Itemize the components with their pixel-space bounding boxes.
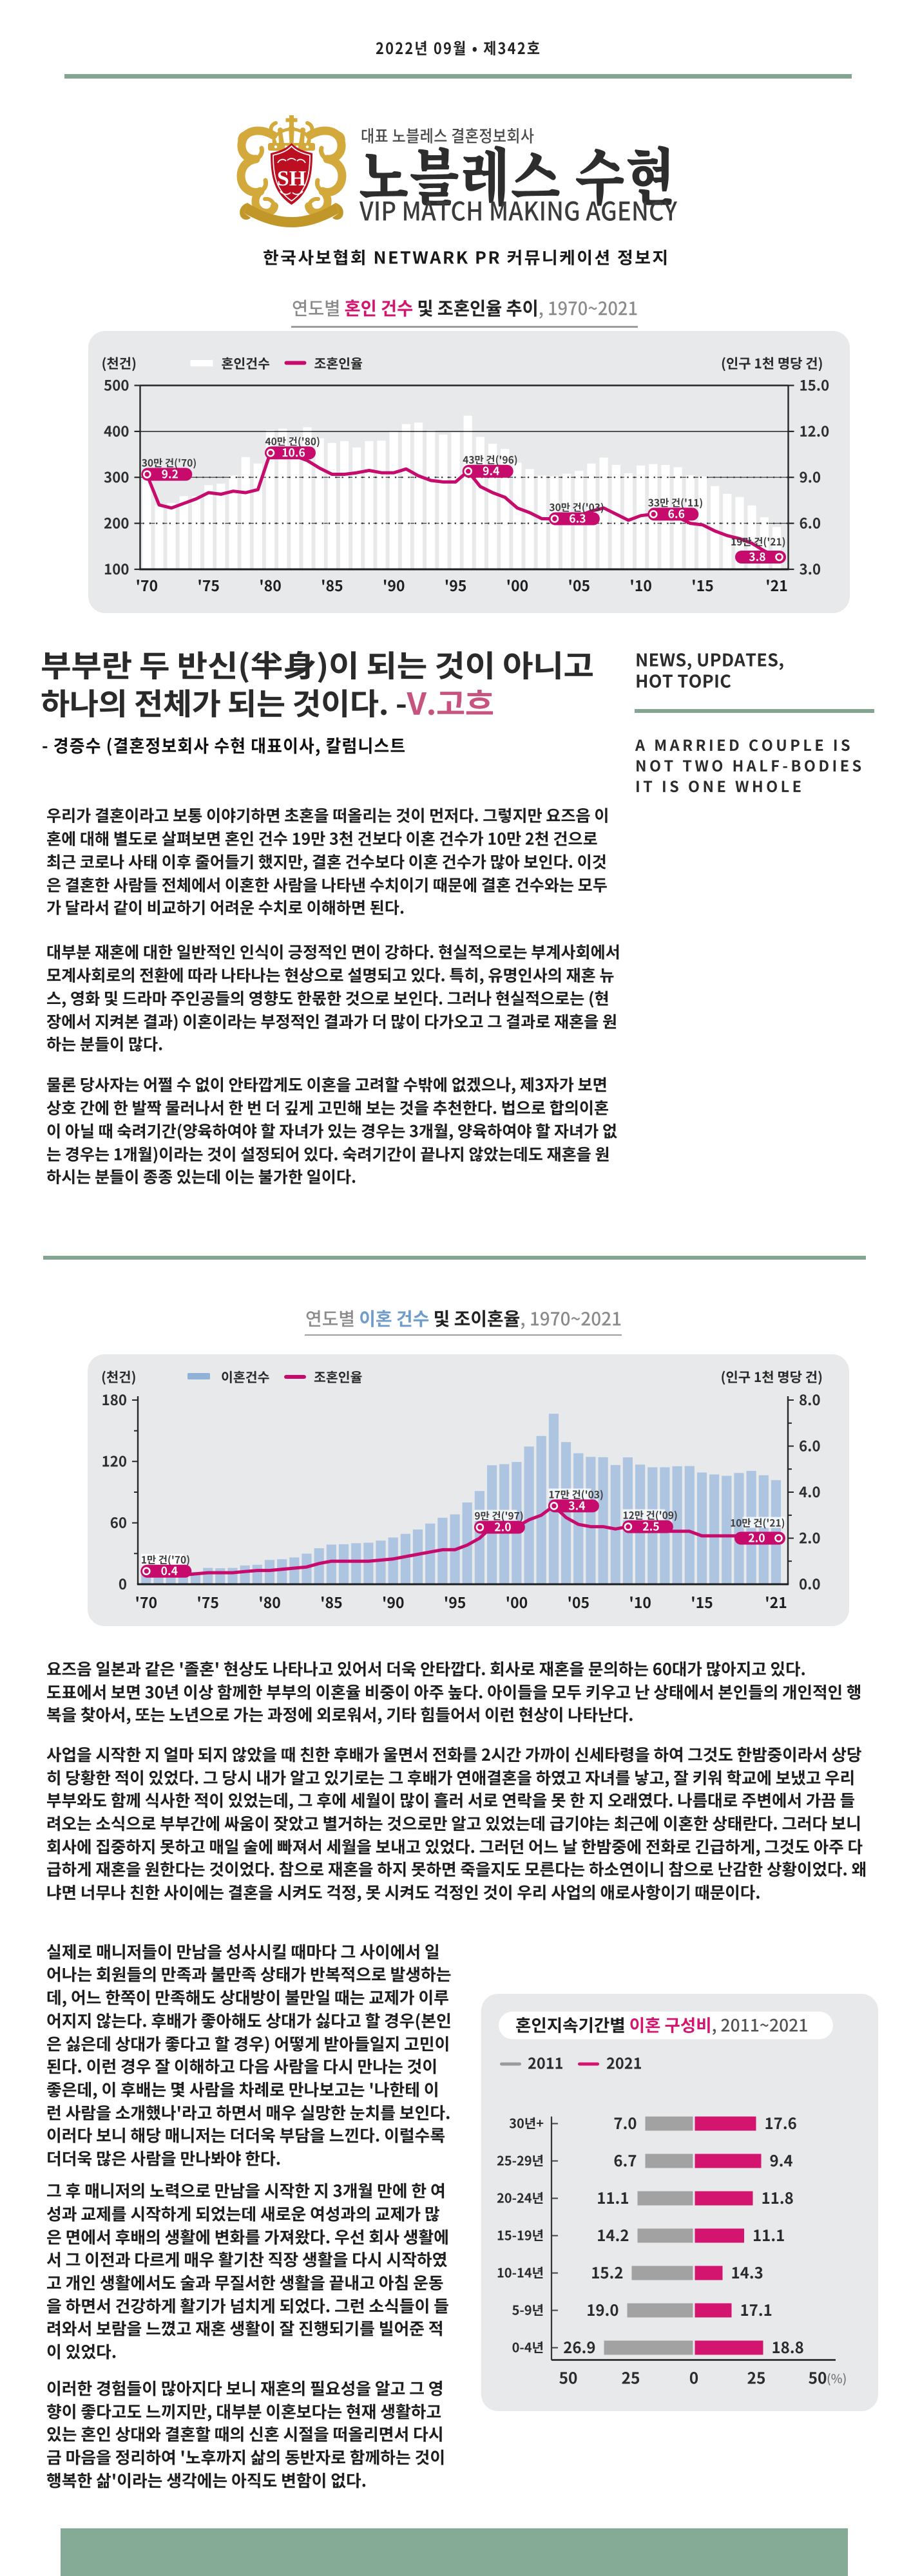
svg-text:SH: SH — [277, 167, 306, 191]
